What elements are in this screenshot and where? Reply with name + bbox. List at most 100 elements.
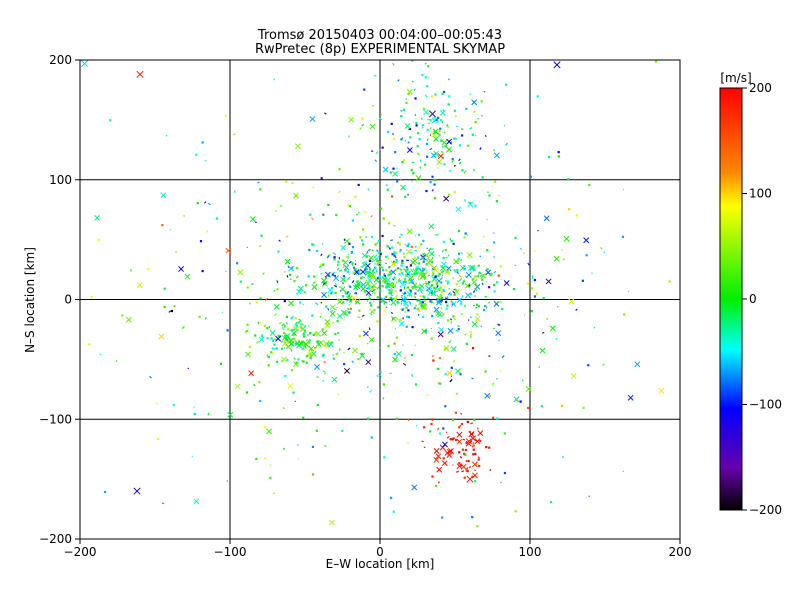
- data-point-dot: [308, 248, 311, 252]
- data-point-dot: [414, 383, 418, 386]
- data-point-cross: [387, 281, 393, 288]
- data-point-dot: [361, 117, 364, 120]
- data-point-vector: [351, 360, 355, 364]
- data-point-dot: [407, 316, 410, 319]
- data-point-cross: [443, 345, 450, 352]
- data-point-vector: [482, 235, 485, 238]
- data-point-vector: [453, 359, 456, 363]
- data-point-dot: [392, 137, 395, 140]
- data-point-dot: [300, 340, 303, 344]
- data-point-vector: [428, 249, 431, 252]
- data-point-vector: [466, 467, 469, 470]
- data-point-dot: [575, 214, 578, 217]
- data-point-cross-stroke: [441, 441, 448, 448]
- data-point-dot: [527, 406, 530, 410]
- data-point-dot: [440, 291, 443, 294]
- data-point-dot: [422, 260, 425, 263]
- data-point-cross: [465, 272, 472, 278]
- data-point-dot: [423, 426, 426, 429]
- data-point-dot: [458, 462, 461, 465]
- data-point-dot: [430, 422, 433, 426]
- data-point-dot: [446, 304, 449, 307]
- data-point-cross-stroke: [336, 313, 343, 320]
- data-point-cross-stroke: [390, 260, 397, 267]
- data-point-dot: [337, 260, 340, 263]
- data-point-cross-stroke: [291, 330, 298, 337]
- data-point-vector: [388, 247, 391, 250]
- data-point-cross: [439, 444, 446, 451]
- data-point-vector: [350, 251, 353, 254]
- data-point-dot: [307, 275, 310, 278]
- data-point-cross: [441, 460, 448, 467]
- data-point-vector: [338, 348, 341, 351]
- data-point-dot: [352, 271, 355, 274]
- data-point-cross-stroke: [359, 268, 366, 275]
- colorbar-tick-label: −200: [749, 503, 782, 517]
- data-point-dot: [403, 159, 406, 162]
- data-point-vector: [392, 62, 395, 66]
- data-point-dot: [379, 278, 382, 281]
- data-point-cross-stroke: [406, 88, 413, 95]
- data-point-dot: [276, 288, 279, 291]
- data-point-dot: [567, 177, 570, 181]
- data-point-dot: [668, 280, 671, 283]
- data-point-dot: [416, 145, 419, 148]
- data-point-dot: [396, 180, 399, 183]
- data-point-dot: [503, 432, 506, 435]
- data-point-vector: [402, 292, 406, 296]
- data-point-dot: [354, 292, 358, 295]
- data-point-vector: [305, 338, 309, 342]
- data-point-cross-stroke: [275, 335, 282, 342]
- data-point-dot: [444, 372, 447, 376]
- data-point-dot: [97, 238, 100, 241]
- data-point-cross: [446, 146, 453, 153]
- data-point-cross-stroke: [431, 131, 438, 138]
- data-point-cross: [545, 278, 552, 285]
- data-point-cross: [420, 273, 426, 280]
- data-point-cross: [310, 351, 317, 357]
- data-point-vector: [331, 291, 334, 293]
- data-point-dot: [393, 276, 396, 279]
- data-point-dot: [343, 363, 346, 366]
- data-point-cross-stroke: [404, 123, 411, 129]
- data-point-vector: [428, 247, 432, 251]
- data-point-dot: [442, 288, 445, 292]
- data-point-dot: [499, 265, 502, 268]
- data-point-cross-stroke: [248, 370, 255, 377]
- x-tick-label: 100: [519, 545, 542, 559]
- data-point-vector: [331, 309, 333, 313]
- data-point-dot: [392, 510, 395, 513]
- data-point-dot: [474, 463, 477, 466]
- data-point-cross-stroke: [543, 215, 550, 222]
- data-point-vector: [477, 273, 480, 275]
- data-point-vector: [414, 304, 417, 307]
- data-point-dot: [515, 398, 518, 401]
- data-point-cross: [321, 291, 328, 298]
- data-point-vector: [402, 317, 404, 320]
- data-point-dot: [478, 464, 481, 467]
- data-point-cross: [406, 228, 413, 235]
- data-point-dot: [170, 309, 174, 313]
- data-point-cross: [432, 128, 439, 135]
- data-point-vector: [338, 339, 341, 342]
- data-point-vector: [431, 247, 434, 251]
- data-point-cross-stroke: [477, 430, 484, 437]
- data-point-dot: [381, 268, 385, 272]
- data-point-dot: [474, 204, 477, 207]
- data-point-dot: [392, 167, 395, 170]
- data-point-vector: [403, 268, 406, 271]
- data-point-dot: [465, 107, 468, 110]
- data-point-vector: [281, 372, 284, 375]
- data-point-cross-stroke: [369, 123, 376, 130]
- data-point-vector: [460, 128, 464, 131]
- data-points: [80, 59, 671, 528]
- data-point-vector: [276, 280, 279, 284]
- data-point-cross-stroke: [376, 259, 382, 266]
- data-point-dot: [560, 404, 564, 407]
- data-point-dot: [196, 202, 199, 205]
- data-point-vector: [257, 321, 260, 325]
- data-point-dot: [429, 180, 432, 184]
- data-point-dot: [549, 501, 553, 504]
- data-point-vector: [232, 133, 236, 136]
- data-point-dot: [430, 95, 434, 98]
